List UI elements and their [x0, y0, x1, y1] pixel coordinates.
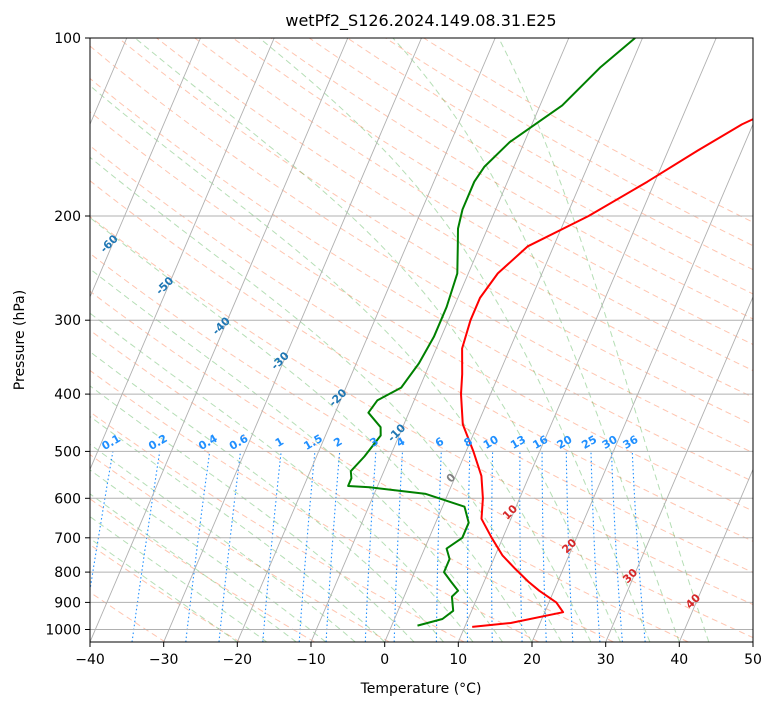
mixing-ratio-line	[218, 451, 242, 642]
moist-adiabat-line	[90, 85, 592, 642]
plot-background	[90, 38, 753, 642]
isotherm-line	[384, 38, 643, 642]
dry-adiabat-line	[90, 45, 753, 454]
mixing-ratio-line	[262, 451, 282, 642]
y-tick-label: 1000	[45, 623, 81, 639]
moist-adiabat-line	[259, 38, 651, 642]
isotherm-line	[90, 38, 275, 471]
dry-adiabat-line	[90, 252, 753, 639]
dry-adiabat-line	[90, 180, 753, 573]
moist-adiabat-line	[90, 156, 562, 642]
y-axis-label: Pressure (hPa)	[12, 290, 28, 390]
moist-adiabat-line	[90, 216, 533, 642]
y-tick-label: 400	[54, 387, 81, 403]
isotherm-line	[236, 38, 496, 642]
dry-adiabat-line	[118, 38, 753, 426]
moist-adiabat-line	[90, 312, 474, 642]
y-tick-label: 200	[54, 209, 81, 225]
x-tick-label: −30	[149, 652, 179, 668]
moist-adiabat-line	[498, 38, 710, 642]
dry-adiabat-line	[90, 498, 315, 642]
temperature-profile-line	[460, 118, 753, 628]
x-axis-label: Temperature (°C)	[360, 681, 482, 697]
y-tick-label: 300	[54, 313, 81, 329]
x-tick-label: 10	[449, 652, 467, 668]
isotherm-line	[605, 295, 753, 642]
x-tick-label: 20	[523, 652, 541, 668]
dry-adiabat-line	[90, 454, 390, 642]
isotherm-line	[531, 123, 753, 642]
isotherm-line	[457, 38, 717, 642]
isotherm-label: -80	[0, 160, 4, 183]
dry-adiabat-line	[90, 145, 753, 542]
x-tick-label: 0	[380, 652, 389, 668]
moist-adiabat-line	[90, 443, 356, 642]
moist-adiabat-line	[90, 351, 444, 642]
isotherm-line	[90, 38, 201, 299]
mixing-ratio-line	[185, 451, 211, 642]
dry-adiabat-line	[90, 111, 753, 512]
moist-adiabat-line	[134, 38, 621, 642]
moist-adiabat-line	[392, 38, 680, 642]
dry-adiabat-line	[90, 369, 540, 642]
dewpoint-profile-line	[347, 38, 636, 627]
x-tick-label: 30	[597, 652, 615, 668]
y-tick-label: 700	[54, 531, 81, 547]
y-tick-label: 900	[54, 595, 81, 611]
x-tick-label: 40	[670, 652, 688, 668]
isotherm-line	[678, 468, 753, 642]
x-tick-label: −10	[296, 652, 326, 668]
plot-frame	[89, 37, 754, 643]
dry-adiabat-line	[194, 38, 753, 372]
y-tick-label: 600	[54, 491, 81, 507]
moist-adiabat-line	[90, 469, 327, 642]
dry-adiabat-line	[232, 38, 753, 346]
dry-adiabat-line	[90, 215, 753, 606]
moist-adiabat-line	[90, 516, 268, 642]
x-tick-label: 50	[744, 652, 762, 668]
dry-adiabat-line	[90, 329, 614, 642]
isotherm-line	[310, 38, 570, 642]
isotherm-line	[163, 38, 422, 642]
moist-adiabat-line	[90, 493, 297, 642]
moist-adiabat-line	[90, 537, 238, 642]
moist-adiabat-line	[90, 415, 386, 642]
chart-title: wetPf2_S126.2024.149.08.31.E25	[285, 11, 556, 31]
mixing-ratio-line	[90, 451, 114, 594]
y-tick-label: 100	[54, 31, 81, 47]
isotherm-line	[752, 640, 753, 642]
y-tick-label: 500	[54, 444, 81, 460]
y-tick-label: 800	[54, 565, 81, 581]
x-tick-label: −40	[75, 652, 105, 668]
x-tick-label: −20	[223, 652, 253, 668]
dry-adiabat-line	[90, 77, 753, 483]
isotherm-line	[90, 38, 349, 642]
